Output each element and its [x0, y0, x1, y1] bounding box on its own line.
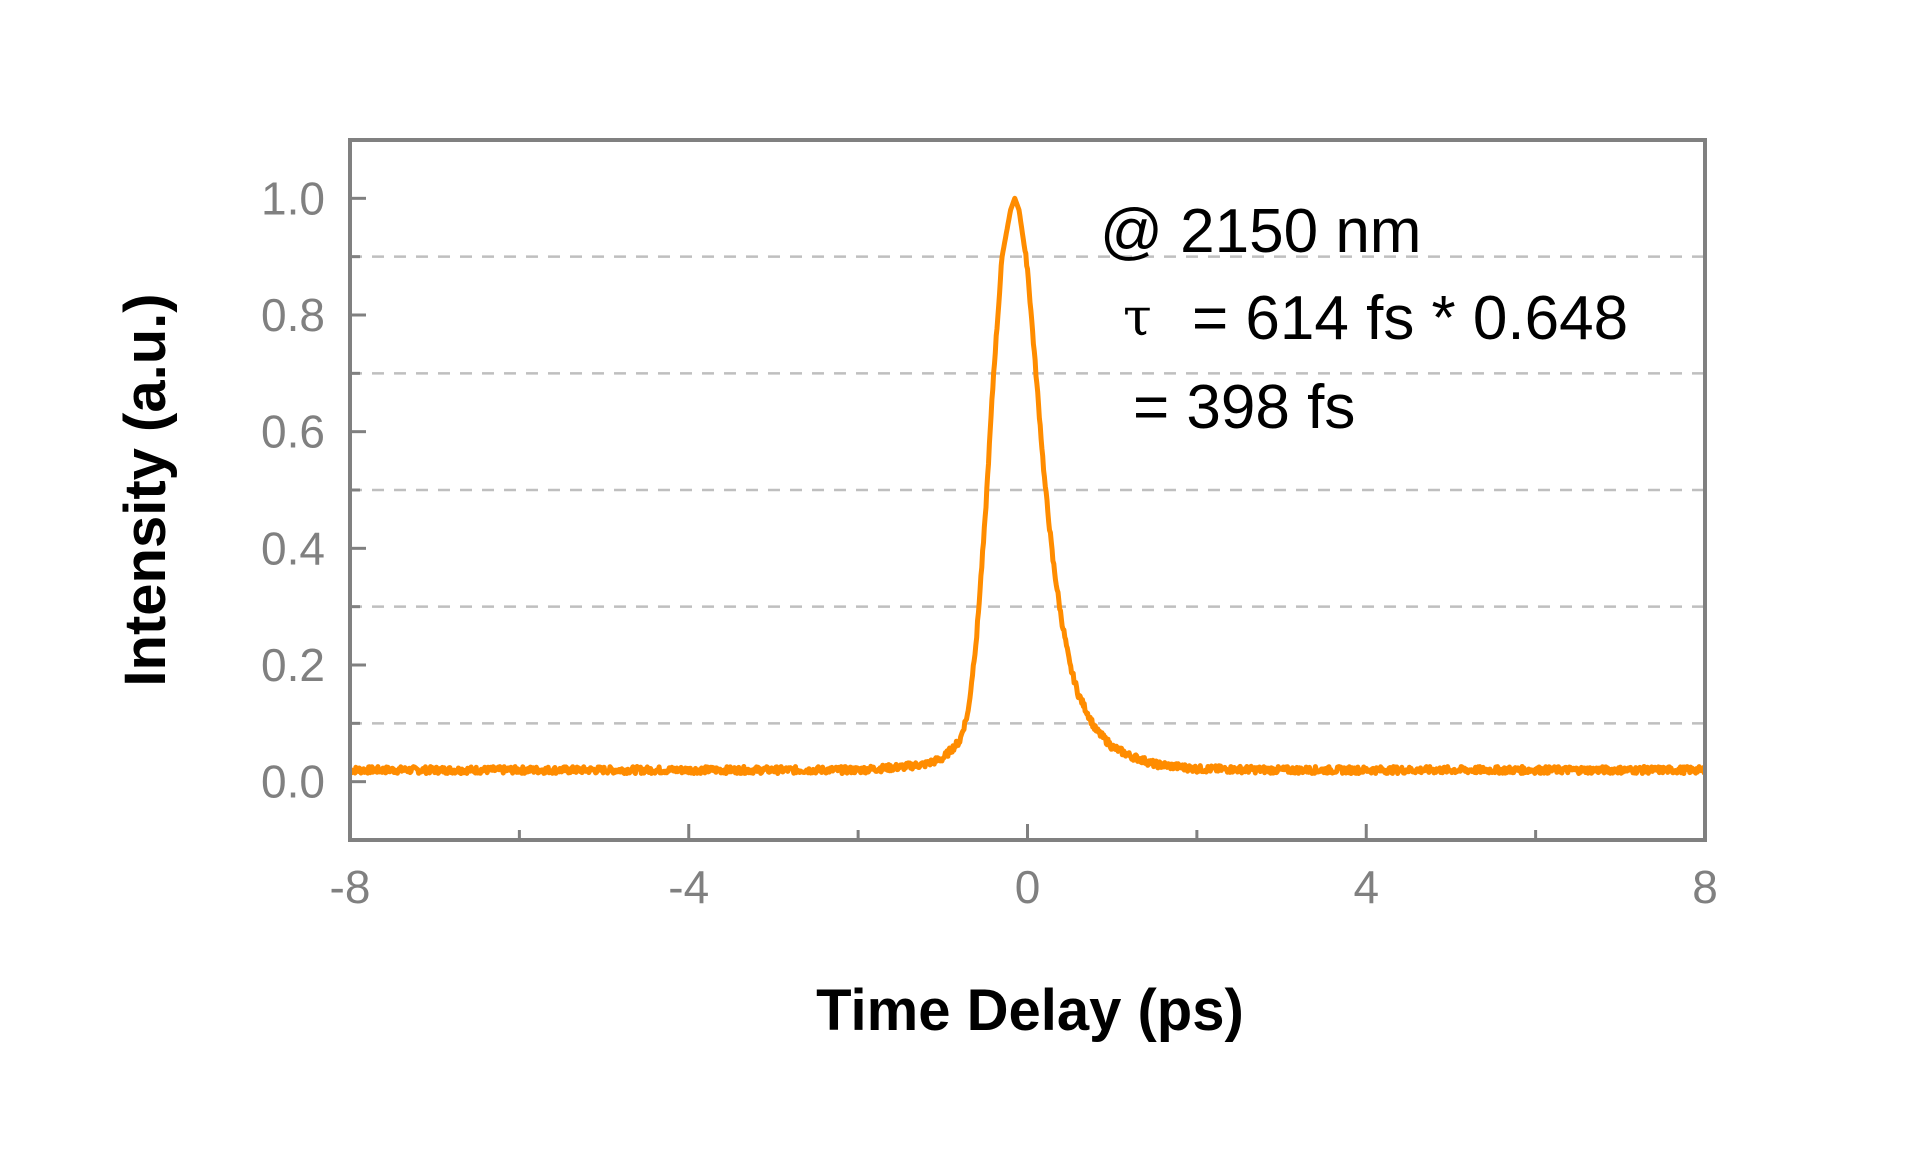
y-tick-label: 0.4	[261, 522, 325, 574]
x-tick-label: 0	[1015, 861, 1041, 913]
x-tick-label: 8	[1692, 861, 1718, 913]
x-tick-label: -4	[668, 861, 709, 913]
plot-area	[348, 195, 1707, 776]
annotation-tau-symbol: τ	[1123, 288, 1152, 348]
annotation-tau-expression: = 614 fs * 0.648	[1192, 284, 1628, 353]
x-axis: -8 -4 0 4 8	[330, 824, 1718, 913]
y-tick-label: 0.8	[261, 289, 325, 341]
x-axis-title: Time Delay (ps)	[816, 978, 1244, 1043]
x-tick-label: 4	[1353, 861, 1379, 913]
y-tick-label: 1.0	[261, 172, 325, 224]
y-axis: 0.0 0.2 0.4 0.6 0.8 1.0	[261, 172, 366, 808]
y-tick-label: 0.0	[261, 756, 325, 808]
series-line	[348, 195, 1707, 776]
annotation-wavelength: @ 2150 nm	[1100, 197, 1421, 266]
annotation-result: = 398 fs	[1133, 373, 1355, 442]
grid	[350, 255, 1705, 725]
y-axis-title: Intensity (a.u.)	[113, 293, 178, 686]
x-tick-label: -8	[330, 861, 371, 913]
y-tick-label: 0.2	[261, 639, 325, 691]
y-tick-label: 0.6	[261, 406, 325, 458]
